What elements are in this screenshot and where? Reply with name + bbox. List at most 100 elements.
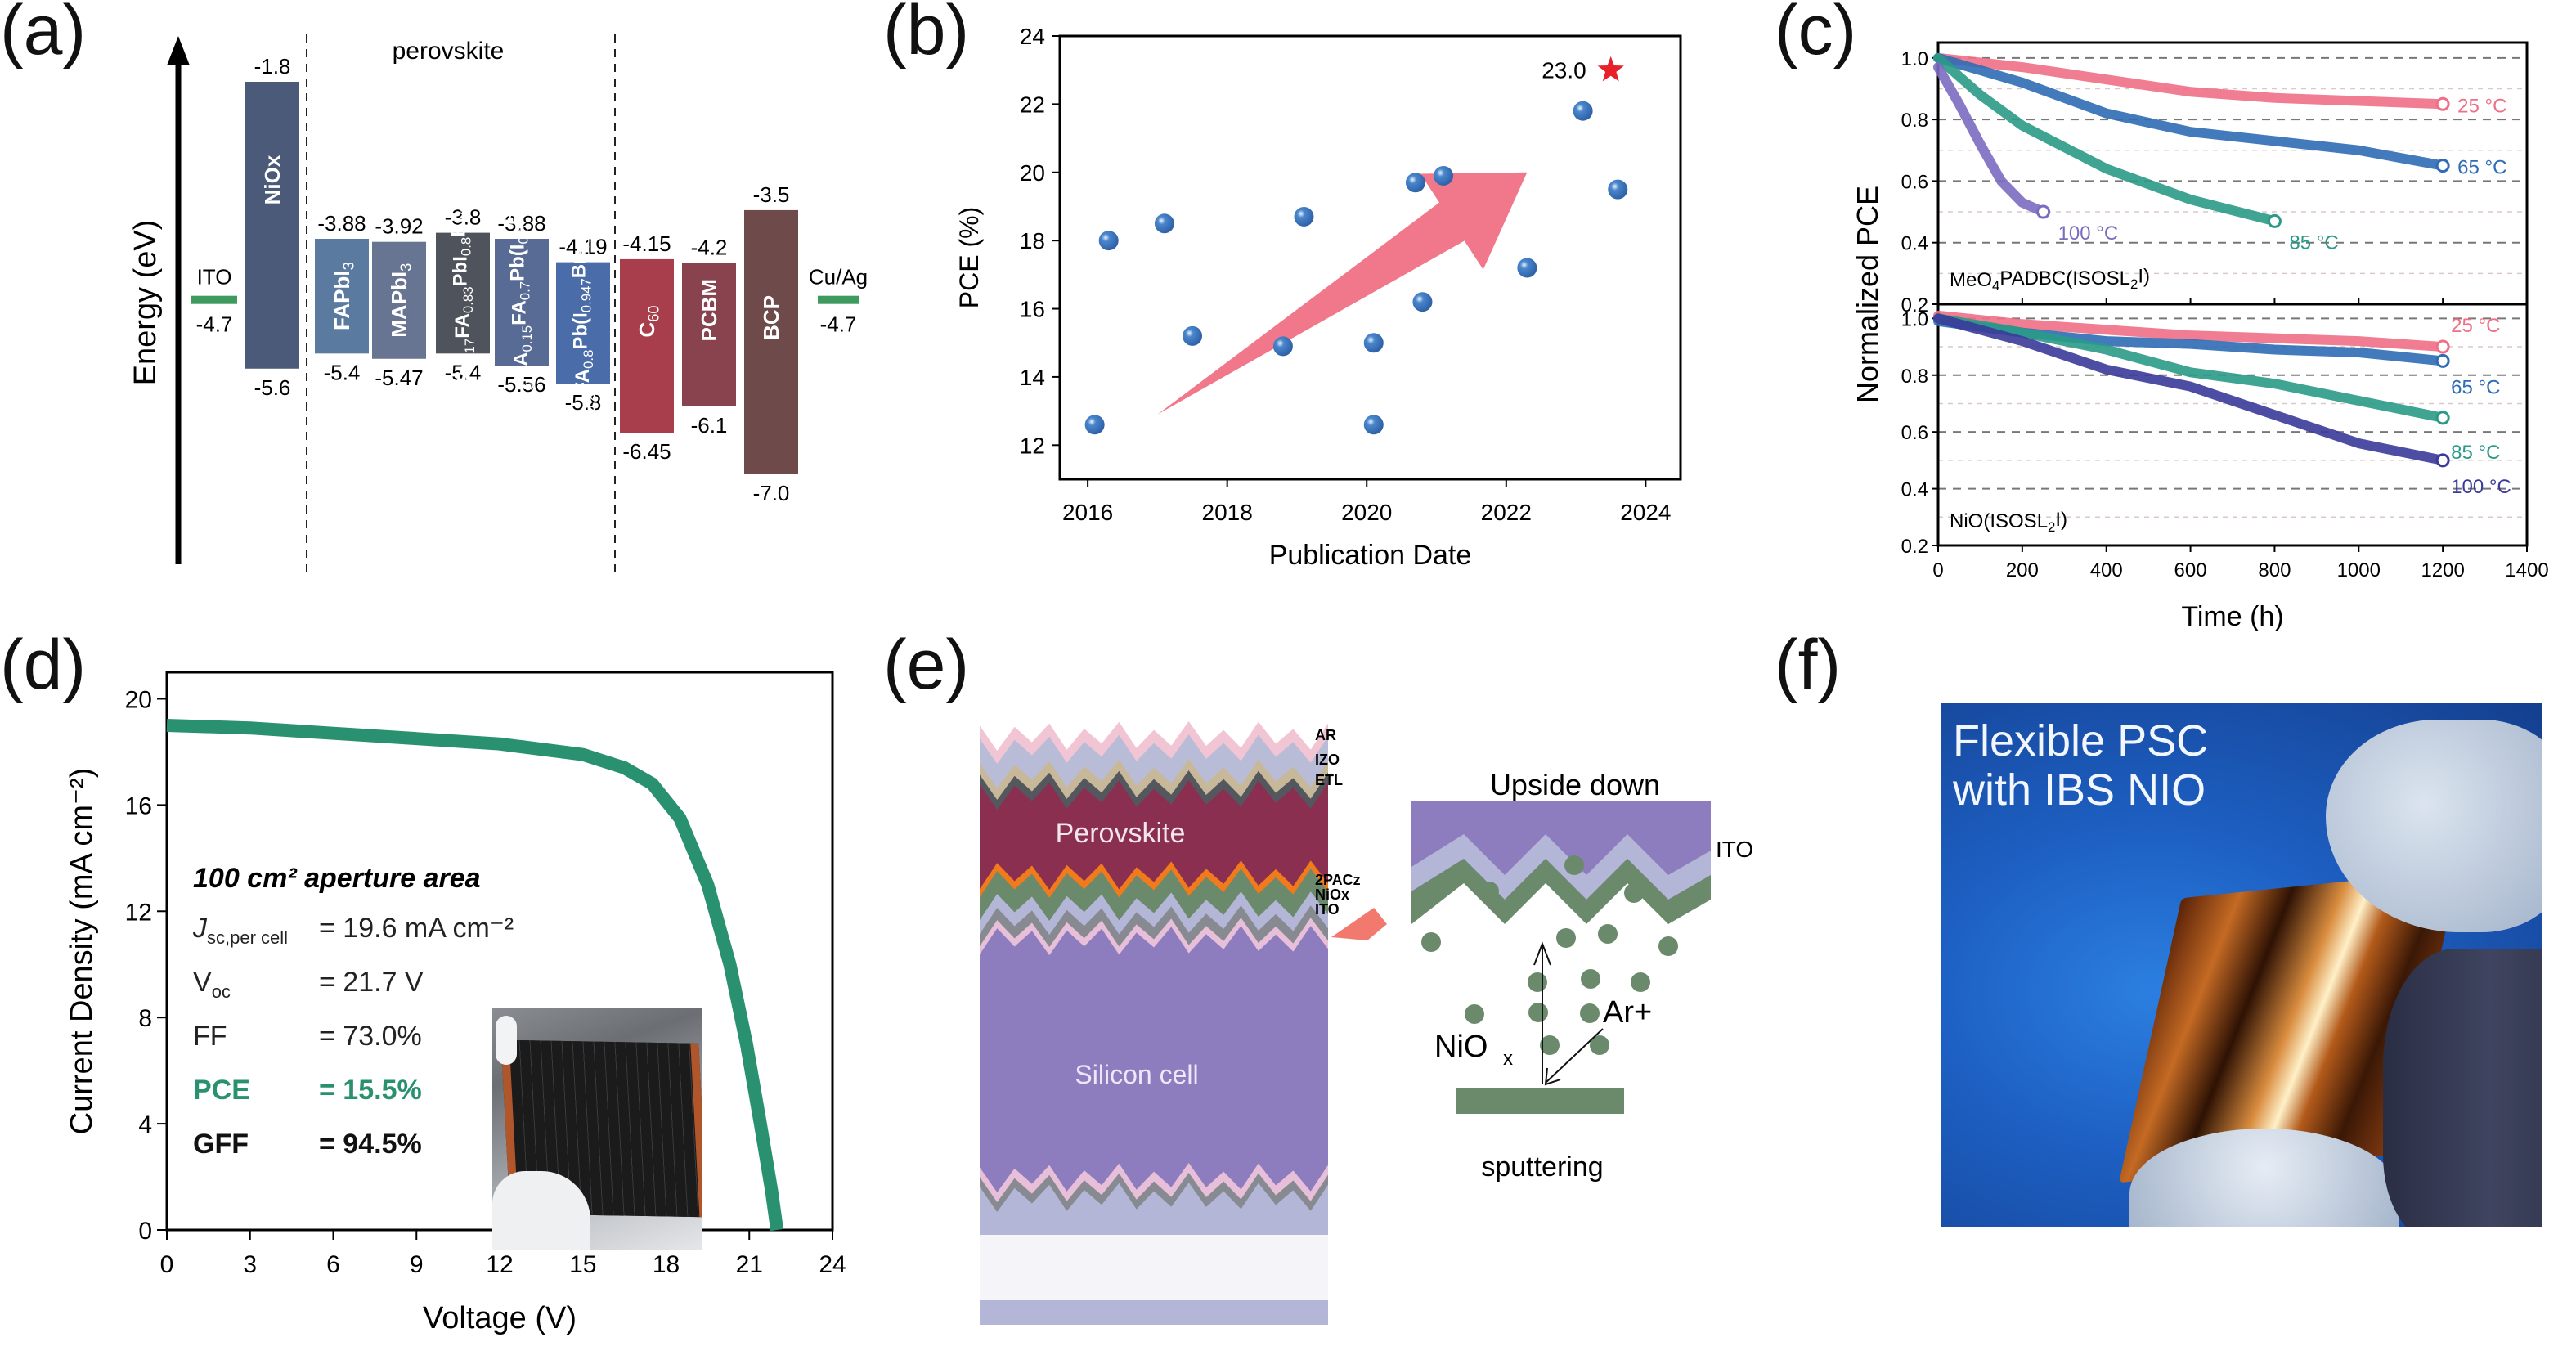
series-label: 100 °C <box>2058 222 2119 245</box>
y-tick-label: 1.0 <box>1901 48 1928 70</box>
jv-curve-chart: 0 3 6 9 12 15 18 21 24 0 4 8 12 16 20 Voltage (V) Curren… <box>65 671 846 1335</box>
annotation-key: Voc <box>193 967 231 1002</box>
data-point <box>1084 415 1105 435</box>
band-top-label: -3.92 <box>375 214 423 239</box>
band-name: MAPbI3 <box>387 263 414 338</box>
ar-arrow <box>1545 1028 1604 1084</box>
band-bar <box>245 82 299 369</box>
formula-part: MAPbI <box>387 272 411 338</box>
bottom-fade <box>973 1235 1341 1300</box>
formula-part: FAPbI <box>330 270 354 330</box>
band-name: BCP <box>759 295 783 340</box>
panel-label-c: (c) <box>1775 0 1857 70</box>
band-bottom-label: -5.6 <box>254 375 291 400</box>
y-tick-label: 0.4 <box>1901 479 1928 501</box>
formula-part: C <box>635 322 659 338</box>
formula-part: 0.17 <box>462 339 478 366</box>
electrode-level: -4.7 <box>196 312 233 337</box>
band-bottom-label: -5.4 <box>324 360 361 384</box>
formula-part: FA <box>509 300 531 325</box>
stack-label: NiOx <box>1315 886 1349 903</box>
key-main: FF <box>193 1021 227 1052</box>
formula-part: I) <box>2055 509 2067 531</box>
series-endpoint <box>2435 353 2450 368</box>
formula-part: ) <box>566 216 588 222</box>
band-name: FAPbI3 <box>330 262 357 330</box>
x-tick-label: 2024 <box>1620 500 1671 525</box>
formula-part: MeO <box>1950 269 1992 291</box>
formula-part: 3 <box>340 262 357 270</box>
formula-part: I) <box>2138 266 2150 288</box>
formula-part: MA <box>510 352 532 383</box>
band-bottom-label: -5.8 <box>565 390 602 415</box>
ito-label: ITO <box>1716 837 1753 862</box>
x-tick-label: 200 <box>2006 559 2039 581</box>
formula-part: ) <box>503 177 525 184</box>
x-tick-label: 18 <box>653 1251 680 1278</box>
formula-part: Cs <box>512 410 534 435</box>
formula-part: 0.2 <box>514 184 529 203</box>
formula-part: Cs <box>453 365 475 390</box>
formula-part: 0.2 <box>457 196 473 215</box>
formula-part: 0.947 <box>579 278 595 312</box>
formula-part: PCBM <box>697 279 721 342</box>
x-tick-label: 21 <box>736 1251 763 1278</box>
formula-part: 0.83 <box>460 286 476 313</box>
formula-part: 3 <box>575 208 590 215</box>
nio-particle <box>1580 1003 1600 1023</box>
annotation-value: = 19.6 mA cm⁻² <box>319 913 514 944</box>
dark-roller <box>2383 949 2542 1227</box>
electrode-1 <box>818 295 859 304</box>
subplot-label: MeO4PADBC(ISOSL2I) <box>1950 266 2150 294</box>
band-name: Cs0.2FA0.8Pb(I0.947Br0.053)3 <box>566 208 598 438</box>
x-tick-label: 2020 <box>1341 500 1392 525</box>
band-bar <box>620 258 674 433</box>
x-tick-label: 2022 <box>1481 500 1532 525</box>
band-bar <box>556 262 610 384</box>
nio-particle <box>1590 1035 1609 1055</box>
red-arrow-left <box>1331 908 1387 940</box>
nio-particle <box>1624 883 1644 903</box>
formula-part: FA <box>451 313 473 339</box>
y-tick-label: 24 <box>1020 24 1045 49</box>
formula-part: (ISOS <box>2066 267 2119 290</box>
formula-part: PbI <box>450 256 472 286</box>
band-bottom-label: -6.45 <box>622 439 671 464</box>
x-axis-label: Voltage (V) <box>423 1301 577 1335</box>
band-bottom-label: -5.47 <box>375 366 423 390</box>
x-tick-label: 400 <box>2090 559 2123 581</box>
band-top-label: -3.88 <box>497 211 545 236</box>
data-point <box>1412 292 1433 312</box>
electrode-name: Cu/Ag <box>809 265 868 290</box>
formula-part: 3 <box>397 263 414 272</box>
nio-particle <box>1528 1003 1548 1022</box>
y-tick-label: 0.8 <box>1901 366 1928 388</box>
x-tick-label: 6 <box>326 1251 340 1278</box>
stack-label: AR <box>1315 727 1336 743</box>
band-name: Cs0.17FA0.83PbI0.8Br0.2 <box>448 196 478 390</box>
key-main: V <box>193 967 212 998</box>
y-axis-label: Current Density (mA cm⁻²) <box>65 768 99 1135</box>
stack-label: 2PACz <box>1315 872 1361 888</box>
band-top-label: -3.88 <box>317 211 366 236</box>
band-name: C60 <box>635 306 662 338</box>
nio-particle <box>1465 1004 1484 1024</box>
band-bar <box>436 232 490 354</box>
subplot-label: NiO(ISOSL2I) <box>1950 509 2067 535</box>
glove-thumb <box>496 1016 517 1065</box>
series-label: 100 °C <box>2451 476 2511 498</box>
key-subscript: oc <box>212 981 231 1002</box>
record-star <box>1597 56 1624 82</box>
series-line <box>1933 313 2448 423</box>
stack-label: ETL <box>1315 772 1343 788</box>
formula-part: L <box>2120 267 2130 290</box>
energy-axis-label: Energy (eV) <box>128 220 163 386</box>
nio-particle <box>1556 928 1576 948</box>
formula-part: 0.2 <box>582 394 598 413</box>
formula-part: BCP <box>759 295 783 340</box>
x-axis-label: Time (h) <box>2181 601 2283 632</box>
annotation-key: FF <box>193 1021 227 1052</box>
series-endpoint <box>2435 411 2450 425</box>
annotation-value: = 21.7 V <box>319 967 424 998</box>
